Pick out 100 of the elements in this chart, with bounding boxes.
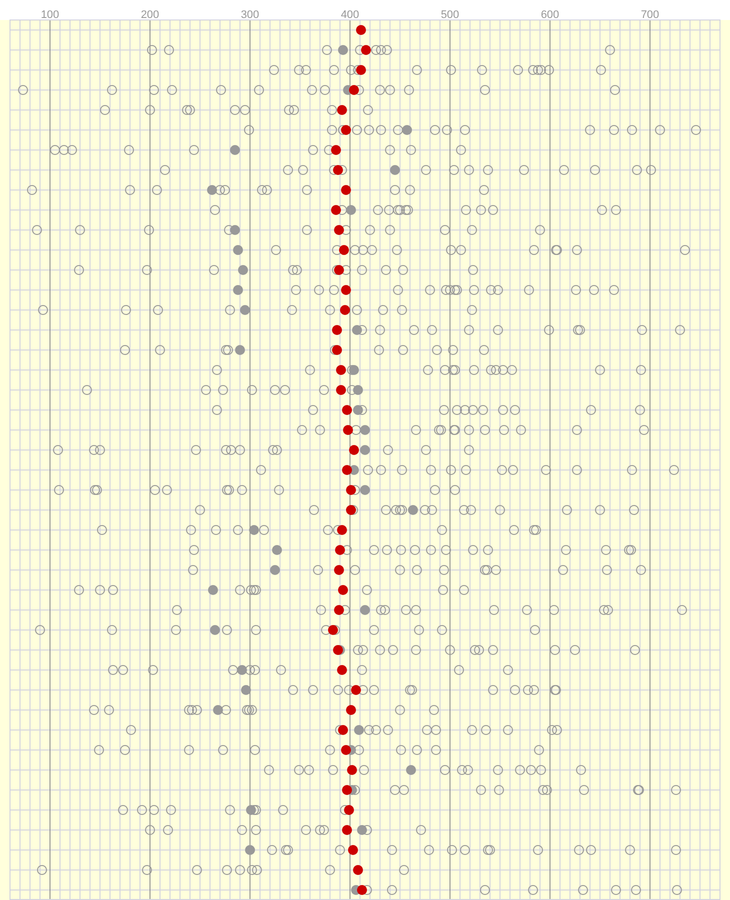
point — [488, 685, 498, 695]
point — [586, 405, 596, 415]
point — [228, 665, 238, 675]
point — [247, 385, 257, 395]
point — [411, 425, 421, 435]
point — [208, 585, 218, 595]
point — [448, 345, 458, 355]
point — [491, 565, 501, 575]
point — [535, 225, 545, 235]
point — [412, 565, 422, 575]
point — [18, 85, 28, 95]
point — [316, 605, 326, 615]
point — [461, 465, 471, 475]
point — [276, 665, 286, 675]
point — [226, 445, 236, 455]
point — [362, 585, 372, 595]
point — [369, 545, 379, 555]
point — [432, 345, 442, 355]
point — [495, 505, 505, 515]
point — [529, 245, 539, 255]
point — [476, 785, 486, 795]
point — [50, 145, 60, 155]
point — [630, 645, 640, 655]
point — [671, 845, 681, 855]
point — [207, 185, 217, 195]
point — [627, 465, 637, 475]
point — [250, 745, 260, 755]
point — [388, 645, 398, 655]
point — [602, 565, 612, 575]
point — [464, 325, 474, 335]
point — [137, 805, 147, 815]
point — [341, 225, 351, 235]
point — [360, 485, 370, 495]
point — [383, 445, 393, 455]
point — [488, 645, 498, 655]
point — [305, 365, 315, 375]
point — [120, 345, 130, 355]
point — [337, 105, 347, 115]
point — [524, 285, 534, 295]
point — [609, 125, 619, 135]
point — [272, 545, 282, 555]
point — [230, 105, 240, 115]
point — [398, 265, 408, 275]
point — [341, 745, 351, 755]
point — [211, 525, 221, 535]
point — [450, 485, 460, 495]
point — [346, 705, 356, 715]
point — [354, 745, 364, 755]
point — [382, 545, 392, 555]
point — [376, 465, 386, 475]
point — [595, 505, 605, 515]
point — [627, 125, 637, 135]
point — [669, 465, 679, 475]
point — [184, 745, 194, 755]
point — [429, 705, 439, 715]
point — [220, 185, 230, 195]
point — [493, 325, 503, 335]
point — [336, 385, 346, 395]
point — [467, 725, 477, 735]
point — [144, 225, 154, 235]
point — [331, 145, 341, 155]
point — [536, 65, 546, 75]
point — [346, 485, 356, 495]
point — [95, 445, 105, 455]
point — [390, 165, 400, 175]
point — [240, 305, 250, 315]
point — [364, 725, 374, 735]
point — [427, 325, 437, 335]
point — [212, 405, 222, 415]
point — [337, 665, 347, 675]
point — [446, 245, 456, 255]
point — [381, 265, 391, 275]
point — [412, 65, 422, 75]
point — [519, 165, 529, 175]
point — [397, 465, 407, 475]
point — [572, 245, 582, 255]
x-tick-label: 500 — [440, 9, 460, 21]
point — [460, 845, 470, 855]
point — [149, 85, 159, 95]
point — [350, 245, 360, 255]
x-tick-label: 200 — [140, 9, 160, 21]
point — [611, 885, 621, 895]
point — [558, 565, 568, 575]
point — [270, 565, 280, 575]
point — [334, 605, 344, 615]
point — [221, 705, 231, 715]
point — [427, 505, 437, 515]
point — [340, 305, 350, 315]
point — [445, 285, 455, 295]
point — [356, 25, 366, 35]
point — [237, 825, 247, 835]
x-tick-label: 300 — [240, 9, 260, 21]
point — [399, 865, 409, 875]
point — [559, 165, 569, 175]
point — [510, 685, 520, 695]
point — [246, 585, 256, 595]
point — [145, 825, 155, 835]
point — [166, 805, 176, 815]
point — [185, 105, 195, 115]
point — [655, 125, 665, 135]
